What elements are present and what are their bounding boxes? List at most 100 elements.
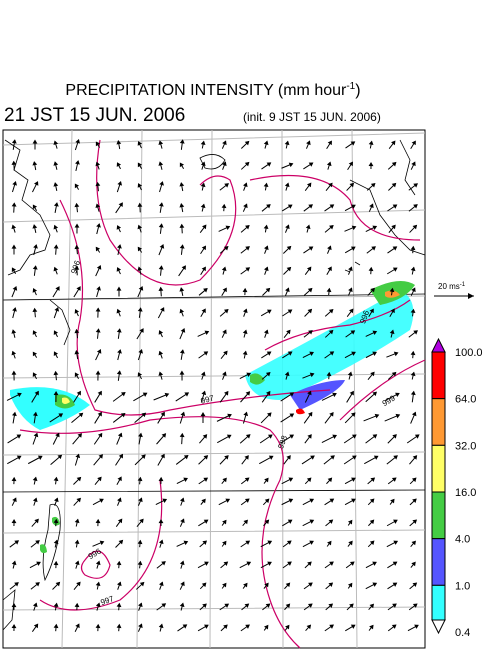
wind-arrow-head (74, 244, 80, 250)
wind-arrow-head (350, 624, 356, 629)
wind-arrow-head (372, 391, 378, 397)
wind-arrow-head (393, 455, 398, 460)
wind-arrow-head (98, 454, 103, 459)
wind-arrow-head (267, 561, 272, 566)
wind-arrow-head (263, 329, 269, 335)
wind-arrow-head (117, 518, 123, 524)
colorbar-label: 100.0 (455, 347, 483, 359)
wind-arrow-head (369, 540, 375, 546)
wind-arrow-head (392, 267, 398, 272)
wind-arrow-head (97, 476, 102, 482)
wind-arrow-head (245, 246, 250, 251)
wind-arrow-head (158, 330, 164, 335)
wind-arrow-head (184, 392, 190, 397)
wind-arrow-head (14, 582, 19, 587)
wind-arrow-head (308, 411, 313, 417)
wind-arrow-head (327, 540, 332, 546)
wind-arrow-head (179, 349, 185, 354)
wind-arrow-head (11, 350, 17, 356)
wind-arrow-head (179, 244, 185, 249)
wind-arrow-head (224, 183, 229, 188)
wind-arrow-head (183, 477, 189, 482)
colorbar-label: 64.0 (455, 394, 476, 406)
wind-arrow-head (17, 392, 22, 398)
wind-arrow-head (372, 330, 378, 336)
wind-arrow-head (183, 540, 189, 546)
wind-arrow-head (97, 432, 103, 438)
wind-arrow-head (201, 582, 207, 588)
wind-arrow-head (266, 390, 271, 396)
wind-arrow-head (160, 453, 165, 459)
wind-arrow-head (305, 224, 311, 230)
wind-arrow-head (200, 140, 206, 146)
wind-arrow-head (204, 330, 210, 336)
wind-arrow-head (350, 412, 356, 417)
wind-arrow-head (284, 140, 290, 146)
wind-arrow-head (74, 602, 80, 608)
wind-arrow-head (181, 265, 186, 270)
colorbar-band (431, 398, 446, 446)
wind-arrow-head (371, 246, 376, 251)
wind-arrow-head (137, 183, 143, 188)
wind-arrow-head (326, 161, 332, 167)
colorbar-over (431, 337, 446, 353)
wind-arrow-head (351, 477, 356, 482)
wind-arrow-head (137, 141, 143, 146)
wind-arrow-head (285, 603, 291, 609)
wind-arrow-head (328, 182, 333, 188)
wind-arrow-head (391, 161, 397, 167)
wind-arrow-head (179, 162, 185, 168)
wind-arrow-head (390, 498, 395, 504)
wind-arrow-head (54, 497, 59, 503)
wind-arrow-head (34, 181, 39, 186)
wind-arrow-head (391, 624, 397, 629)
wind-arrow-head (264, 266, 269, 272)
wind-arrow-head (95, 161, 101, 167)
wind-arrow-head (349, 390, 354, 396)
wind-arrow-head (306, 477, 312, 483)
wind-arrow-head (139, 328, 144, 333)
wind-arrow-head (244, 140, 250, 146)
wind-arrow-head (137, 266, 143, 271)
wind-arrow-head (329, 225, 334, 230)
colorbar: 100.0 64.0 32.0 16.0 4.0 1.0 0.4 (431, 337, 483, 639)
wind-arrow-head (95, 370, 101, 375)
wind-arrow-head (351, 351, 356, 356)
wind-arrow-head (307, 287, 313, 293)
wind-arrow-head (395, 392, 400, 398)
wind-arrow-head (33, 432, 39, 438)
wind-arrow-head (246, 372, 252, 377)
wind-arrow-head (201, 266, 206, 272)
wind-arrow-head (203, 477, 209, 482)
wind-arrow-head (368, 162, 374, 167)
wind-arrow-head (307, 561, 312, 567)
wind-arrow-head (76, 497, 81, 503)
wind-arrow-head (75, 160, 80, 165)
wind-arrow-head (393, 519, 398, 524)
wind-arrow-head (306, 140, 311, 146)
wind-arrow-head (328, 329, 334, 335)
wind-arrow-head (158, 476, 164, 482)
wind-arrow-head (329, 561, 334, 566)
wind-arrow-head (222, 519, 227, 525)
wind-arrow-head (348, 287, 353, 293)
wind-arrow-head (393, 351, 399, 357)
wind-arrow-head (159, 181, 164, 186)
wind-arrow-head (95, 307, 101, 312)
wind-arrow-head (11, 518, 17, 524)
wind-arrow-head (116, 140, 122, 145)
wind-arrow-head (369, 603, 375, 609)
wind-arrow-head (96, 265, 102, 270)
wind-arrow-head (179, 560, 185, 566)
wind-arrow-head (310, 455, 315, 460)
wind-arrow-head (158, 140, 164, 145)
wind-arrow-head (74, 560, 80, 566)
wind-arrow-head (77, 433, 83, 438)
wind-arrow-head (242, 350, 248, 356)
isobars (19, 139, 426, 649)
wind-arrow-head (53, 182, 59, 187)
wind-arrow-head (202, 603, 207, 608)
wind-arrow-head (374, 413, 380, 419)
colorbar-label: 16.0 (455, 487, 476, 499)
wind-arrow-head (99, 540, 105, 546)
